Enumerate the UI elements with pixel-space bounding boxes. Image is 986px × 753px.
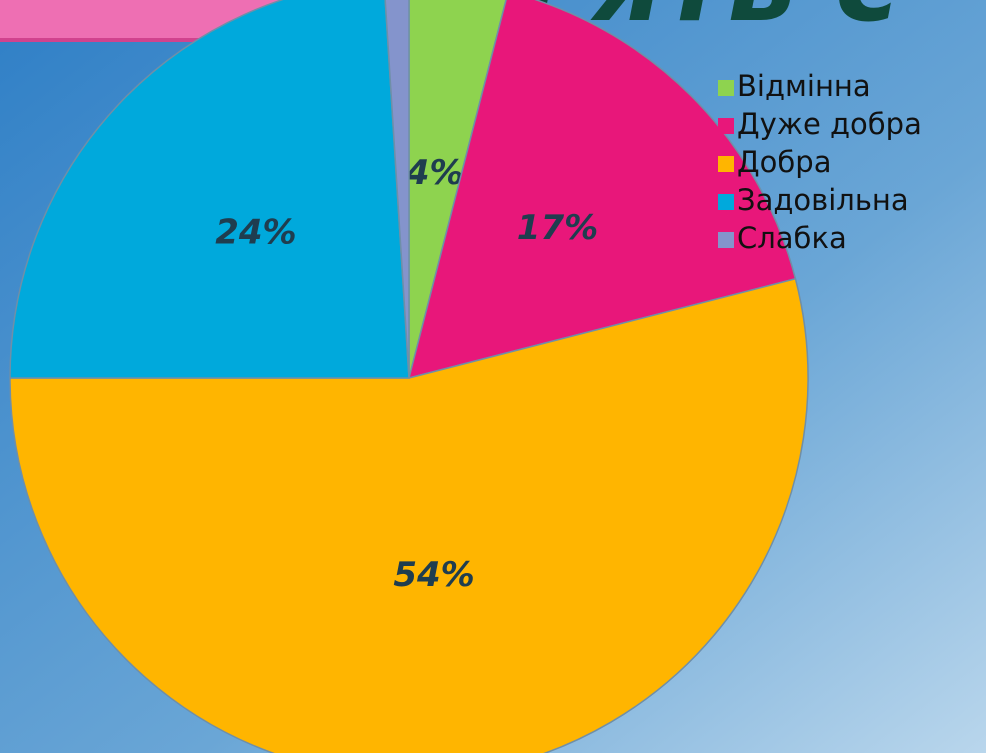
pie: 4% 17% 54% 24% [10, 0, 808, 753]
legend-label: Дуже добра [737, 107, 922, 141]
legend-label: Добра [737, 145, 831, 179]
legend-label: Відмінна [737, 69, 871, 103]
legend-marker [718, 118, 734, 134]
legend-marker [718, 232, 734, 248]
data-label: 17% [517, 208, 598, 248]
data-label: 4% [405, 153, 464, 193]
legend-label: Задовільна [737, 183, 909, 217]
legend-marker [718, 80, 734, 96]
data-label: 54% [393, 555, 474, 595]
data-label: 24% [215, 213, 296, 253]
legend-marker [718, 156, 734, 172]
legend-label: Слабка [737, 221, 847, 255]
chart: ам'ять с 4%17%54%24% ВідміннаДуже добраД… [0, 0, 986, 753]
legend-marker [718, 194, 734, 210]
